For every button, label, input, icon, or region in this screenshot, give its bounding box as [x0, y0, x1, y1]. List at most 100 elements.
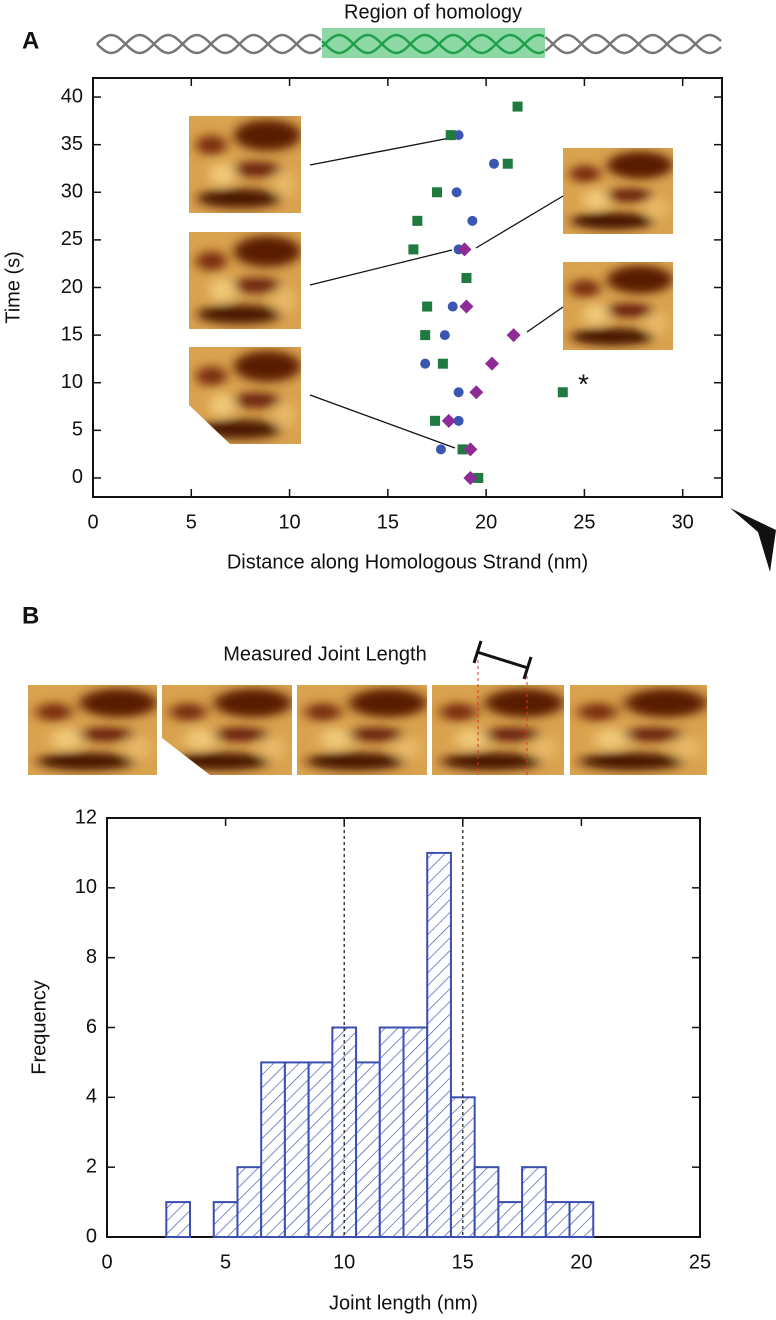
x-tick-label: 0: [87, 511, 98, 533]
header-label: Region of homology: [344, 1, 522, 23]
y-tick-label: 6: [86, 1016, 97, 1038]
point: [431, 187, 442, 198]
point: [420, 358, 431, 369]
bar: [402, 1026, 429, 1238]
pointer-line: [309, 249, 453, 286]
micrographs-b: [28, 640, 707, 775]
x-tick-label: 30: [672, 511, 694, 533]
point: [512, 101, 523, 112]
point: [412, 215, 423, 226]
micrograph: [570, 685, 707, 775]
dna-strand: [96, 33, 322, 55]
point: [453, 387, 464, 398]
y-tick-label: 25: [61, 228, 83, 250]
cut-corner: [162, 738, 210, 775]
point: [422, 301, 433, 312]
x-tick-label: 20: [475, 511, 497, 533]
point: [463, 470, 478, 485]
point: [408, 244, 419, 255]
dna-strand: [544, 33, 722, 55]
point: [445, 130, 456, 141]
point: [488, 158, 499, 169]
pointer-line: [309, 394, 456, 449]
bar: [497, 1201, 524, 1239]
point: [502, 158, 513, 169]
bar: [378, 1026, 405, 1238]
y-tick-label: 10: [61, 371, 83, 393]
pointer-line: [309, 136, 456, 166]
dna-diagram: [96, 33, 722, 55]
bar: [426, 851, 452, 1239]
arrowhead: [730, 508, 776, 572]
point: [459, 299, 474, 314]
x-tick-label: 20: [570, 1251, 592, 1273]
y-tick-label: 40: [61, 85, 83, 107]
point: [469, 385, 484, 400]
y-tick-label: 10: [75, 876, 97, 898]
y-tick-label: 0: [72, 466, 83, 488]
point: [435, 444, 446, 455]
y-tick-label: 5: [72, 419, 83, 441]
x-tick-label: 5: [186, 511, 197, 533]
point: [473, 472, 484, 483]
y-tick-label: 2: [86, 1155, 97, 1177]
x-axis-label: Distance along Homologous Strand (nm): [227, 551, 588, 573]
x-tick-label: 10: [333, 1251, 355, 1273]
y-tick-label: 15: [61, 323, 83, 345]
point: [485, 356, 500, 371]
x-tick-label: 15: [452, 1251, 474, 1273]
dna-strand: [321, 33, 545, 55]
y-tick-label: 30: [61, 181, 83, 203]
asterisk: *: [578, 368, 589, 399]
micrograph: [432, 685, 564, 775]
x-axis-label: Joint length (nm): [329, 1292, 478, 1314]
micrograph: [189, 116, 301, 213]
point: [461, 272, 472, 283]
scale-cap: [522, 656, 533, 680]
micrographs-a: [189, 116, 673, 449]
cut-corner: [189, 405, 230, 444]
dna-strand: [321, 33, 545, 55]
dna-strand: [96, 33, 322, 55]
y-axis-label: Frequency: [28, 980, 50, 1075]
panel-label: A: [22, 27, 39, 54]
bar: [165, 1201, 192, 1239]
x-tick-label: 25: [573, 511, 595, 533]
bar: [307, 1061, 334, 1238]
point: [453, 130, 464, 141]
y-tick-label: 8: [86, 946, 97, 968]
dna-strand: [544, 33, 722, 55]
y-tick-label: 12: [75, 806, 97, 828]
x-tick-label: 10: [278, 511, 300, 533]
point: [441, 413, 456, 428]
pointer-line: [475, 195, 564, 249]
point: [420, 330, 431, 341]
y-tick-label: 20: [61, 276, 83, 298]
point: [437, 358, 448, 369]
x-tick-label: 0: [101, 1251, 112, 1273]
bar: [283, 1061, 310, 1238]
micrograph: [28, 685, 157, 775]
micrograph: [563, 262, 673, 350]
y-tick-label: 35: [61, 133, 83, 155]
bar: [212, 1201, 239, 1239]
point: [447, 301, 458, 312]
pointer-line: [526, 306, 564, 333]
point: [430, 415, 441, 426]
point: [439, 330, 450, 341]
point: [451, 187, 462, 198]
bar: [355, 1061, 381, 1238]
bar: [473, 1166, 500, 1238]
point: [457, 444, 468, 455]
point: [457, 242, 472, 257]
y-axis-label: Time (s): [2, 251, 24, 324]
panel-label: B: [22, 602, 39, 629]
point: [506, 328, 521, 343]
point: [453, 415, 464, 426]
y-tick-label: 0: [86, 1225, 97, 1247]
micrograph: [189, 232, 301, 329]
image-caption: Measured Joint Length: [223, 643, 426, 665]
x-tick-label: 25: [689, 1251, 711, 1273]
